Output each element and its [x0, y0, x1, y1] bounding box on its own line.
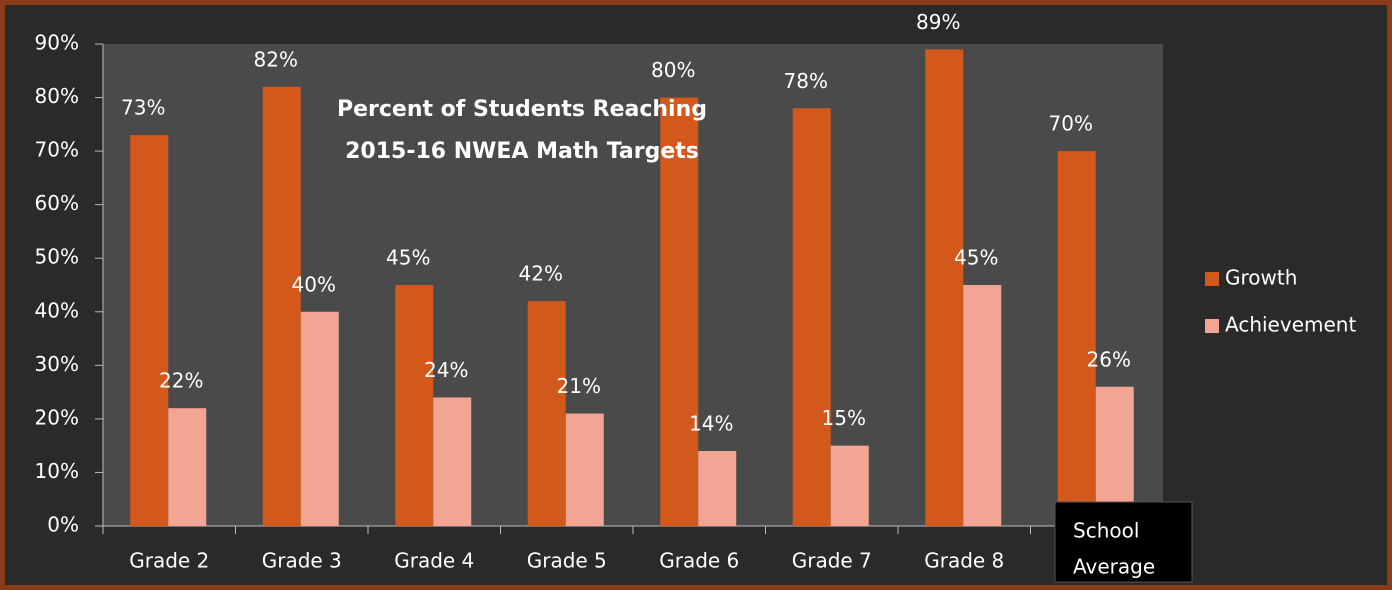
y-tick-label: 20%: [35, 405, 79, 429]
bar: [1057, 151, 1096, 526]
value-label: 89%: [916, 10, 960, 34]
value-label: 15%: [822, 406, 866, 430]
x-tick-label: Grade 2: [129, 549, 209, 573]
y-tick-label: 40%: [35, 298, 79, 322]
bar: [660, 97, 699, 527]
bar: [925, 49, 964, 526]
y-tick-label: 60%: [35, 191, 79, 215]
bar: [792, 108, 831, 527]
legend-swatch: [1205, 319, 1219, 333]
value-label: 42%: [519, 262, 563, 286]
bar: [168, 408, 207, 526]
value-label: 78%: [784, 69, 828, 93]
bar: [527, 301, 566, 526]
chart-title: Percent of Students Reaching: [337, 97, 707, 122]
y-tick-label: 10%: [35, 459, 79, 483]
y-tick-label: 0%: [47, 513, 79, 537]
value-label: 24%: [424, 358, 468, 382]
bar: [963, 285, 1002, 526]
x-tick-label: Grade 7: [792, 549, 872, 573]
y-tick-label: 80%: [35, 84, 79, 108]
value-label: 70%: [1049, 112, 1093, 136]
bar: [698, 451, 737, 526]
legend-label: Growth: [1225, 266, 1297, 290]
annotation: Average: [1073, 555, 1155, 579]
y-tick-label: 70%: [35, 138, 79, 162]
y-tick-label: 30%: [35, 352, 79, 376]
value-label: 22%: [159, 369, 203, 393]
bar: [830, 445, 869, 526]
chart-title: 2015-16 NWEA Math Targets: [345, 139, 699, 164]
value-label: 45%: [386, 246, 430, 270]
y-tick-label: 50%: [35, 245, 79, 269]
x-tick-label: Grade 3: [262, 549, 342, 573]
bar: [433, 397, 472, 526]
legend-swatch: [1205, 272, 1219, 286]
value-label: 40%: [292, 272, 336, 296]
x-tick-label: Grade 8: [924, 549, 1004, 573]
value-label: 82%: [254, 47, 298, 71]
annotation-box: [1054, 501, 1193, 583]
value-label: 14%: [689, 412, 733, 436]
value-label: 80%: [651, 58, 695, 82]
bar: [300, 311, 339, 526]
bar: [565, 413, 604, 526]
legend-label: Achievement: [1225, 313, 1356, 337]
value-label: 73%: [121, 96, 165, 120]
annotation: School: [1073, 519, 1139, 543]
value-label: 45%: [954, 246, 998, 270]
y-tick-label: 90%: [35, 31, 79, 55]
bar: [395, 285, 434, 526]
value-label: 21%: [557, 374, 601, 398]
marks: 0% 10% 20% 30% 40% 50% 60% 70% 80% 90% Grade 2 73% 2…: [35, 10, 1357, 573]
bar: [262, 86, 301, 526]
x-tick-label: Grade 5: [527, 549, 607, 573]
x-tick-label: Grade 4: [394, 549, 474, 573]
x-tick-label: Grade 6: [659, 549, 739, 573]
bar: [130, 135, 169, 527]
value-label: 26%: [1087, 347, 1131, 371]
